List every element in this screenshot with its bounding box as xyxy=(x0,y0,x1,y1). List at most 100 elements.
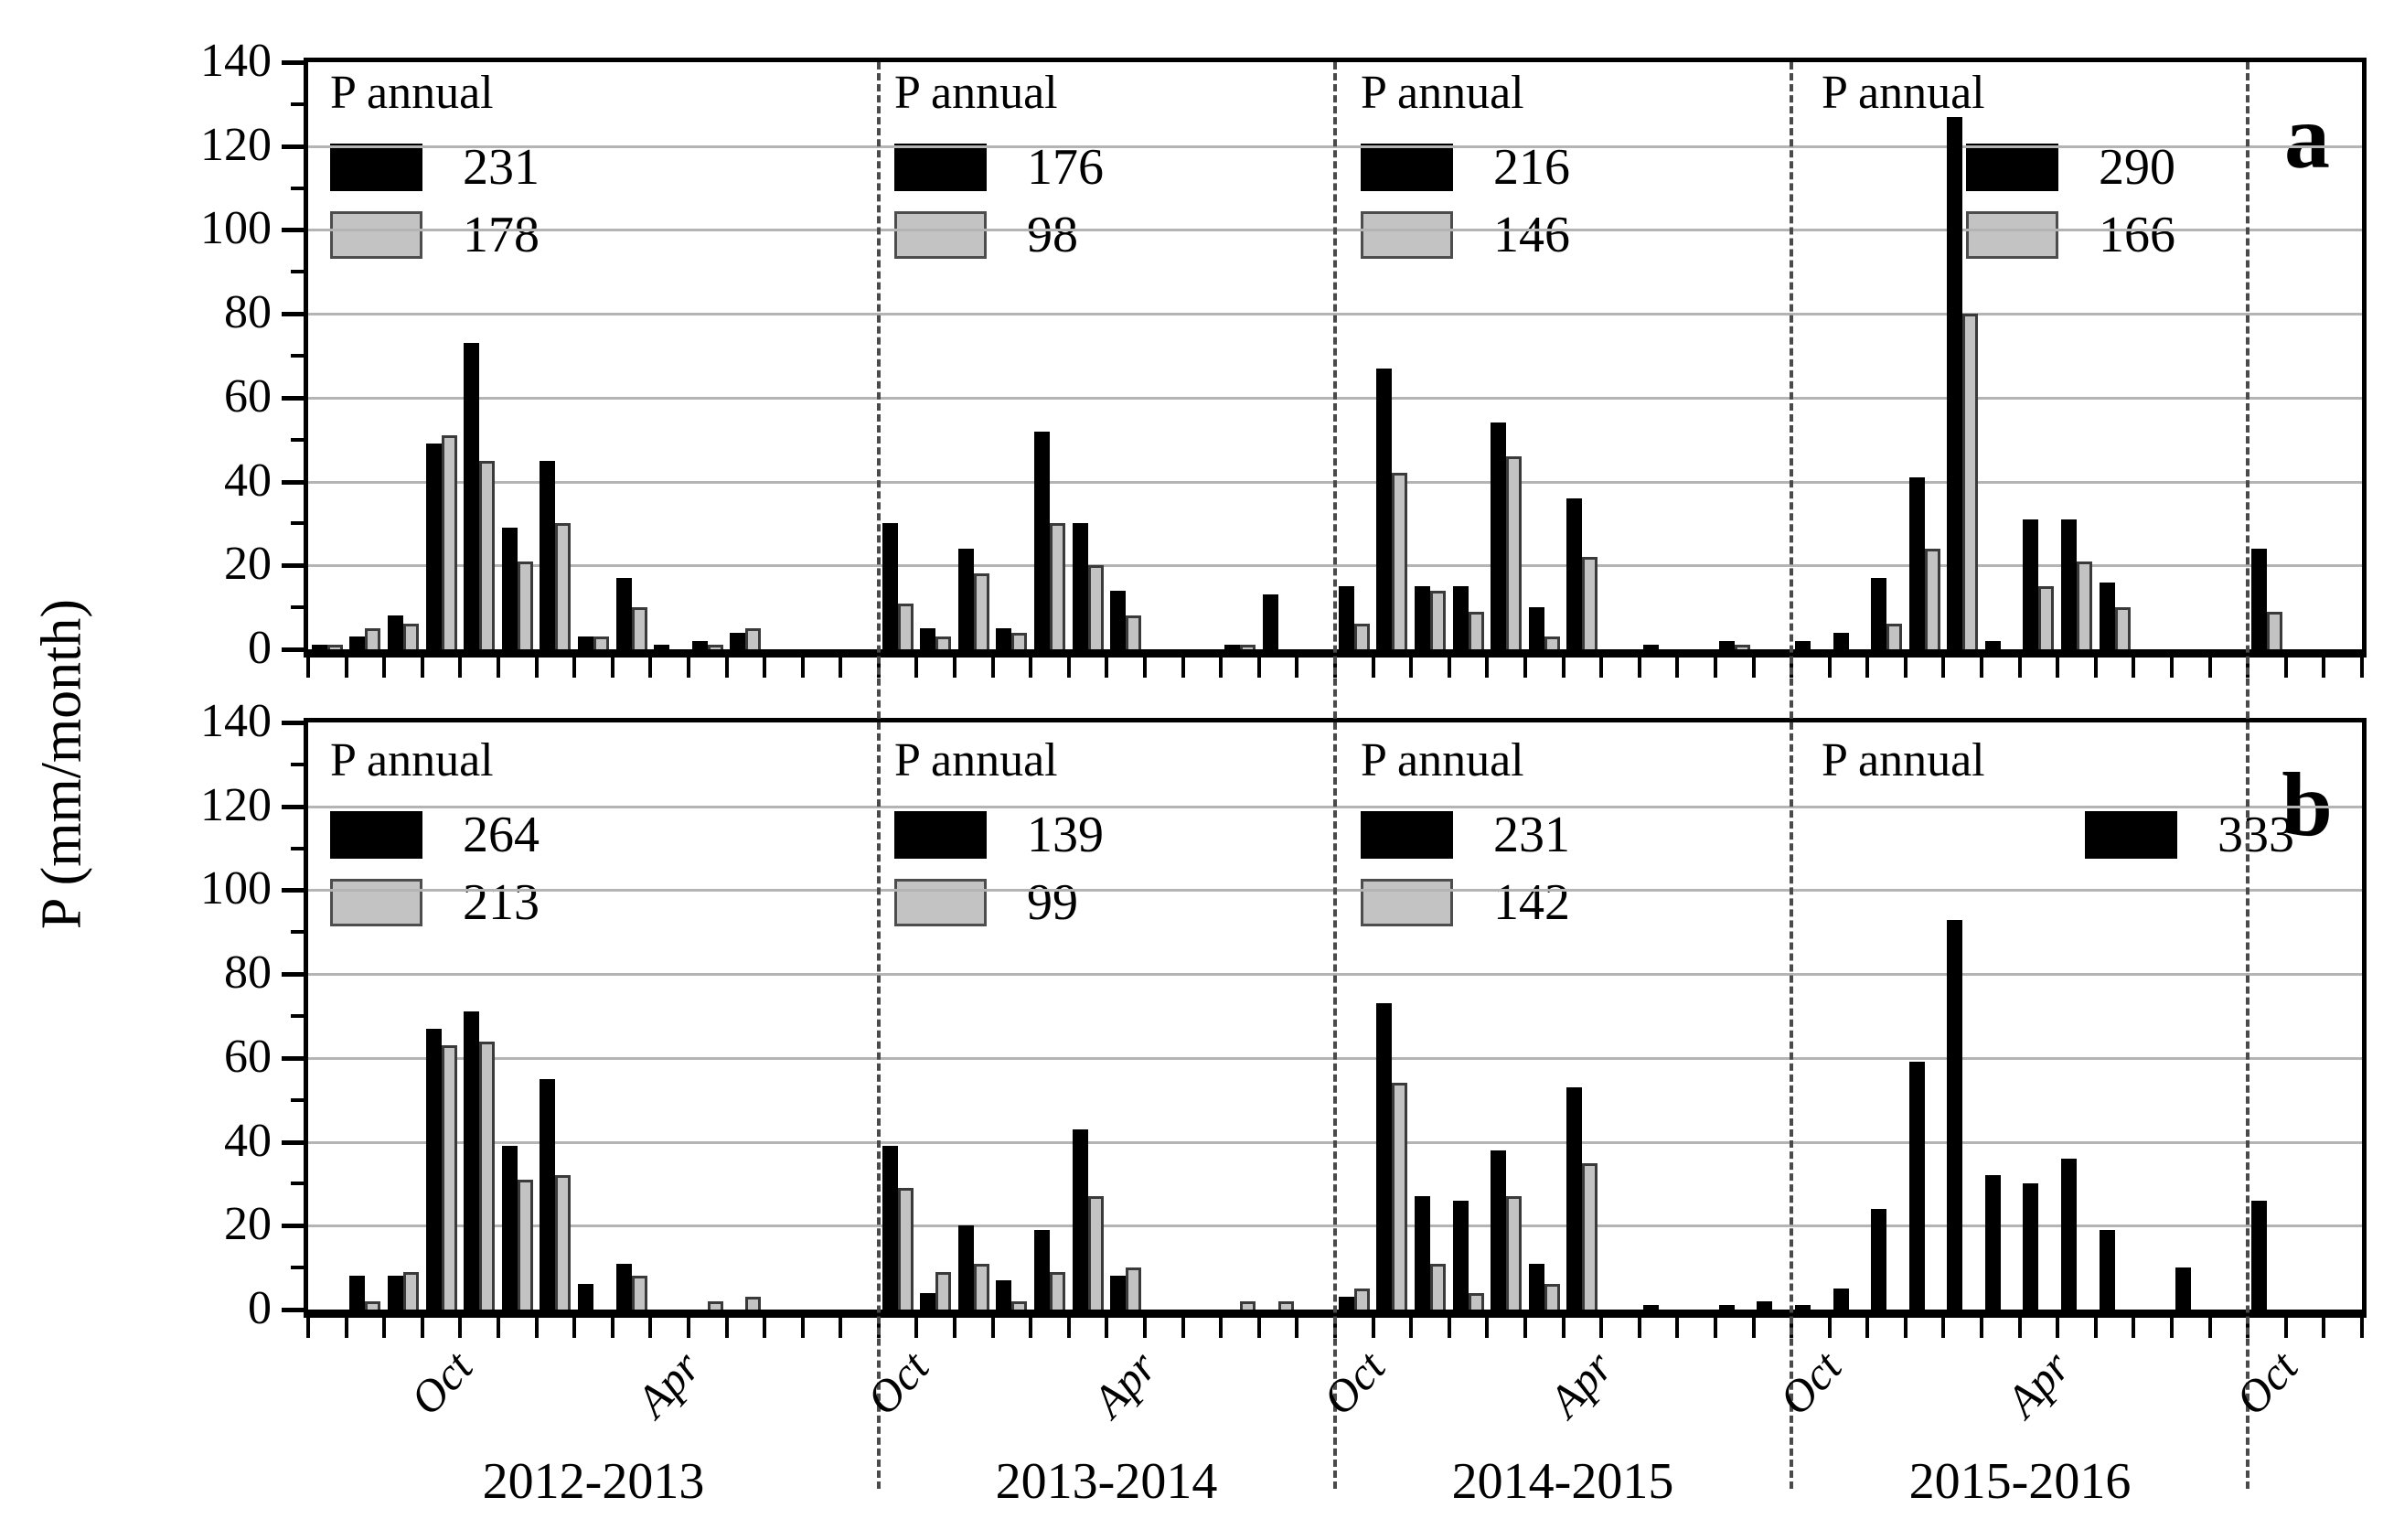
x-tick xyxy=(382,1318,387,1338)
x-tick xyxy=(724,1318,729,1338)
black-swatch-icon xyxy=(330,144,422,191)
bar-gray-month-24 xyxy=(1240,1300,1256,1310)
bar-black-month-7 xyxy=(577,636,593,649)
bar-gray-month-10 xyxy=(707,1300,723,1310)
year-separator-dashed-line xyxy=(1333,62,1337,1489)
bar-black-month-40 xyxy=(1833,1289,1849,1310)
x-tick xyxy=(648,658,653,678)
y-minor-tick xyxy=(291,846,304,850)
legend-title: P annual xyxy=(894,67,1058,119)
bar-black-month-27 xyxy=(1338,1297,1354,1310)
x-tick xyxy=(610,658,614,678)
x-tick xyxy=(800,1318,805,1338)
bar-gray-month-33 xyxy=(1582,1162,1598,1310)
y-tick-label: 80 xyxy=(224,286,272,339)
x-tick xyxy=(2322,1318,2326,1338)
bar-gray-month-0 xyxy=(326,645,343,649)
bar-black-month-8 xyxy=(615,1263,632,1310)
gray-swatch-icon xyxy=(894,211,987,259)
y-major-tick xyxy=(282,563,304,569)
legend-row-black: 231 xyxy=(1361,801,1570,869)
y-tick-label: 0 xyxy=(248,1282,272,1334)
x-tick xyxy=(2170,658,2175,678)
x-tick xyxy=(1637,1318,1641,1338)
bar-black-month-2 xyxy=(387,1276,403,1310)
black-swatch-icon xyxy=(1361,144,1453,191)
y-minor-tick xyxy=(291,1182,304,1186)
x-tick xyxy=(2056,658,2060,678)
gray-swatch-icon xyxy=(894,879,987,926)
y-tick-label: 120 xyxy=(200,118,272,171)
bar-gray-month-3 xyxy=(441,1045,457,1310)
year-label-2012-2013: 2012-2013 xyxy=(482,1453,705,1510)
year-label-2015-2016: 2015-2016 xyxy=(1908,1453,2132,1510)
bar-black-month-6 xyxy=(540,1078,556,1310)
y-major-tick xyxy=(282,972,304,978)
bar-black-month-4 xyxy=(464,343,480,649)
bar-gray-month-16 xyxy=(935,1271,952,1310)
x-tick xyxy=(763,658,767,678)
bar-black-month-30 xyxy=(1452,586,1469,649)
bar-black-month-31 xyxy=(1491,1150,1507,1310)
x-tick xyxy=(1295,1318,1299,1338)
x-tick xyxy=(839,658,843,678)
x-tick xyxy=(1675,1318,1680,1338)
x-tick xyxy=(344,658,348,678)
legend-row-black: 231 xyxy=(330,134,540,201)
bar-black-month-37 xyxy=(1718,640,1735,649)
bar-black-month-31 xyxy=(1491,422,1507,649)
x-tick xyxy=(1827,1318,1832,1338)
x-tick xyxy=(1903,1318,1907,1338)
x-tick xyxy=(914,658,919,678)
y-major-tick xyxy=(282,888,304,893)
bar-black-month-46 xyxy=(2061,1158,2078,1310)
x-tick xyxy=(648,1318,653,1338)
x-tick xyxy=(839,1318,843,1338)
x-tick xyxy=(1029,1318,1033,1338)
bar-gray-month-15 xyxy=(897,1188,914,1310)
y-major-tick xyxy=(282,479,304,485)
bar-black-month-4 xyxy=(464,1011,480,1310)
y-minor-tick xyxy=(291,354,304,358)
x-tick xyxy=(420,658,424,678)
bar-gray-month-11 xyxy=(745,628,762,649)
bar-gray-month-20 xyxy=(1087,1196,1104,1310)
y-major-tick xyxy=(282,1139,304,1145)
x-tick xyxy=(1751,658,1756,678)
x-tick xyxy=(1751,1318,1756,1338)
legend-title: P annual xyxy=(1822,734,1985,786)
legend-row-black: 216 xyxy=(1361,134,1570,201)
bar-gray-month-16 xyxy=(935,636,952,649)
y-axis-title: P (mm/month) xyxy=(30,598,93,930)
bar-black-month-17 xyxy=(957,548,974,649)
x-tick xyxy=(1256,1318,1261,1338)
legend-b-2012-2013: P annual 264 213 xyxy=(330,733,540,936)
x-tick xyxy=(1865,1318,1870,1338)
bar-black-month-18 xyxy=(996,1279,1012,1310)
legend-value: 290 xyxy=(2099,139,2175,196)
x-tick xyxy=(420,1318,424,1338)
x-tick xyxy=(2170,1318,2175,1338)
bar-gray-month-31 xyxy=(1506,1196,1523,1310)
bar-black-month-43 xyxy=(1947,919,1963,1310)
black-swatch-icon xyxy=(330,811,422,859)
bar-black-month-8 xyxy=(615,578,632,649)
legend-value: 213 xyxy=(463,874,540,931)
x-tick xyxy=(1980,658,1984,678)
bar-gray-month-4 xyxy=(479,460,496,649)
bar-gray-month-11 xyxy=(745,1297,762,1310)
bar-gray-month-10 xyxy=(707,645,723,649)
bar-gray-month-2 xyxy=(402,624,419,649)
bar-black-month-9 xyxy=(654,645,670,649)
x-tick xyxy=(2322,658,2326,678)
y-major-tick xyxy=(282,1224,304,1229)
x-tick xyxy=(953,1318,957,1338)
bar-black-month-47 xyxy=(2099,1229,2115,1310)
bar-gray-month-45 xyxy=(2038,586,2055,649)
bar-gray-month-6 xyxy=(555,1175,572,1310)
legend-value: 333 xyxy=(2217,807,2294,863)
bar-gray-month-24 xyxy=(1240,645,1256,649)
y-major-tick xyxy=(282,1055,304,1061)
x-tick xyxy=(1599,1318,1604,1338)
